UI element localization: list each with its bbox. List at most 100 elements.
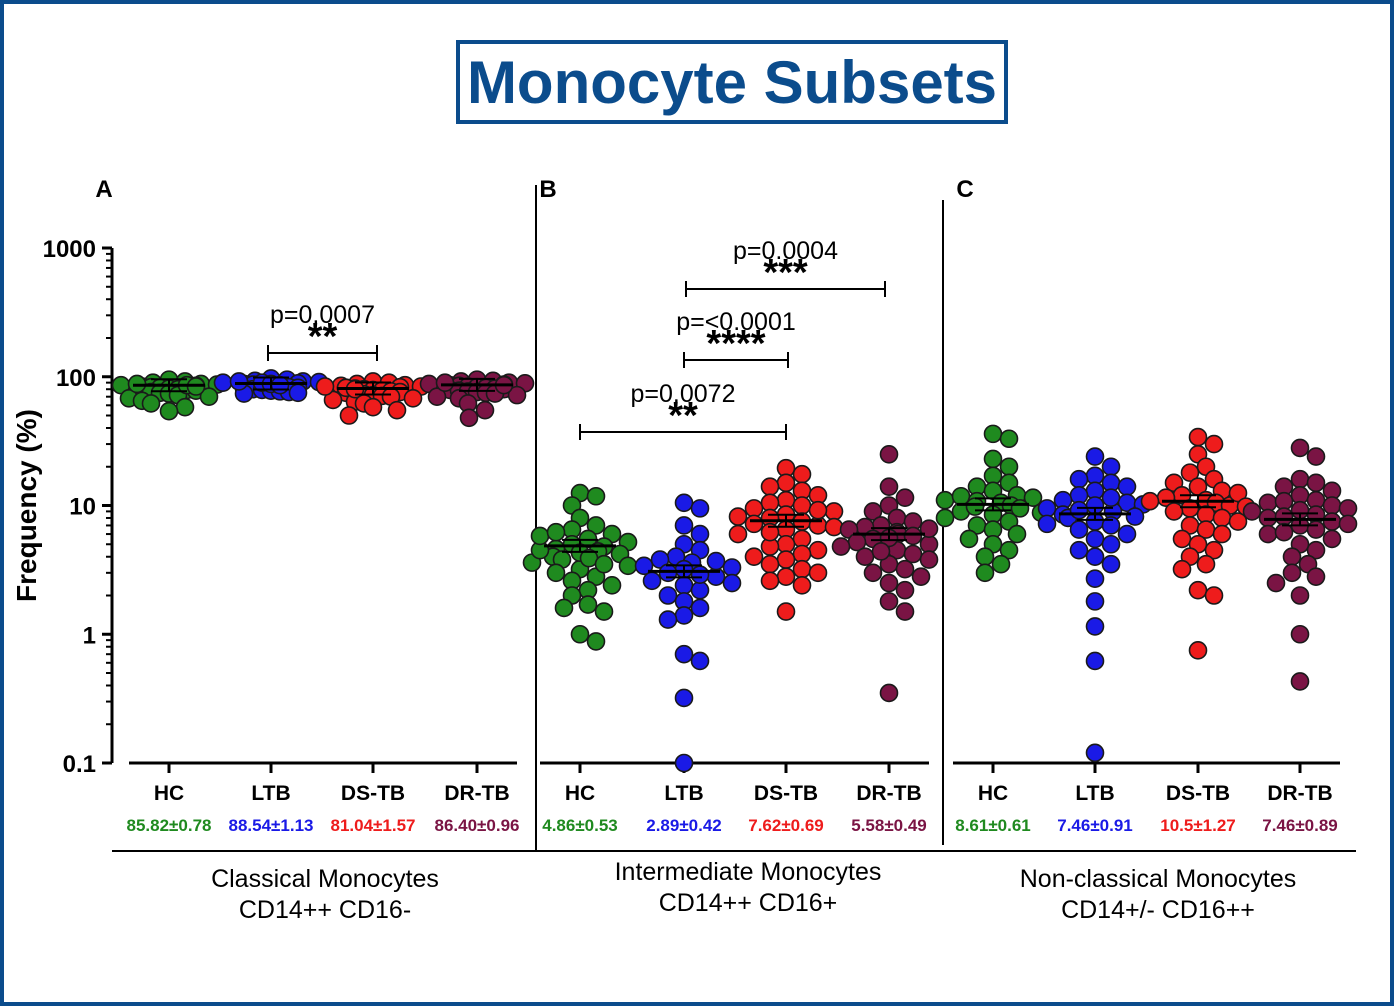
data-point <box>1085 592 1105 611</box>
data-point <box>965 497 985 516</box>
significance-stars: ** <box>668 395 698 437</box>
data-point <box>674 516 694 535</box>
x-tick-label: LTB <box>251 782 290 805</box>
data-point <box>1322 529 1342 549</box>
data-point <box>658 586 678 605</box>
panel-letter: A <box>95 176 112 203</box>
data-point <box>983 424 1003 444</box>
data-point <box>1282 547 1302 567</box>
data-point <box>776 602 796 621</box>
data-point <box>1338 499 1358 518</box>
data-point <box>776 567 796 586</box>
data-point <box>1037 514 1057 534</box>
data-point <box>1085 569 1105 589</box>
data-point <box>1258 524 1278 544</box>
data-point <box>1101 457 1121 477</box>
data-point <box>602 575 622 595</box>
data-point <box>1172 559 1192 579</box>
data-point <box>586 486 606 506</box>
data-point <box>1338 514 1358 534</box>
data-point <box>1069 469 1089 489</box>
data-point <box>475 400 495 420</box>
data-point <box>792 559 812 579</box>
x-tick-label: HC <box>154 782 184 805</box>
data-point <box>427 387 447 406</box>
data-point <box>744 514 764 534</box>
group-summary-label: 7.46±0.91 <box>1057 816 1133 835</box>
panel-subtitle-line1: Classical Monocytes <box>211 865 439 893</box>
data-point <box>1085 447 1105 466</box>
data-point <box>935 490 955 510</box>
data-point <box>1085 651 1105 671</box>
data-point <box>339 406 359 425</box>
data-point <box>1228 512 1248 531</box>
group-summary-label: 4.86±0.53 <box>542 816 618 835</box>
data-point <box>1274 491 1294 511</box>
data-point <box>690 580 710 600</box>
data-point <box>1204 434 1224 454</box>
data-point <box>1228 483 1248 503</box>
data-point <box>919 534 939 554</box>
panel-subtitle-line2: CD14++ CD16+ <box>659 889 838 917</box>
data-point <box>879 444 899 464</box>
data-point <box>1117 477 1137 496</box>
data-point <box>895 559 915 579</box>
data-point <box>895 580 915 600</box>
data-point <box>760 571 780 591</box>
y-tick-label: 100 <box>56 365 96 392</box>
data-point <box>863 563 883 583</box>
data-point <box>792 496 812 515</box>
data-point <box>863 502 883 521</box>
data-point <box>586 516 606 535</box>
data-point <box>288 383 308 403</box>
data-point <box>159 401 179 421</box>
data-point <box>229 372 249 391</box>
data-point <box>935 508 955 528</box>
data-point <box>323 390 343 410</box>
data-point <box>903 544 923 564</box>
data-point <box>706 551 726 571</box>
data-point <box>141 394 161 413</box>
data-point <box>895 602 915 621</box>
x-tick-label: HC <box>565 782 595 805</box>
data-point <box>1242 502 1262 521</box>
data-point <box>1204 586 1224 605</box>
data-point <box>919 550 939 569</box>
group-summary-label: 5.58±0.49 <box>851 816 927 835</box>
data-point <box>722 573 742 593</box>
data-point <box>674 575 694 595</box>
data-point <box>1212 508 1232 528</box>
data-point <box>808 540 828 560</box>
data-point <box>728 507 748 526</box>
data-point <box>363 397 383 417</box>
panel-subtitle-line2: CD14++ CD16- <box>239 896 411 924</box>
data-point <box>1101 516 1121 535</box>
data-point <box>792 464 812 484</box>
data-point <box>991 554 1011 574</box>
data-point <box>959 529 979 549</box>
panel-subtitle-line2: CD14+/- CD16++ <box>1061 896 1255 924</box>
significance-stars: ** <box>308 316 338 358</box>
data-point <box>690 499 710 518</box>
group-summary-label: 88.54±1.13 <box>229 816 314 835</box>
data-point <box>975 563 995 583</box>
data-point <box>270 375 290 395</box>
data-point <box>1274 507 1294 526</box>
data-point <box>1290 438 1310 458</box>
data-point <box>530 526 550 546</box>
data-point <box>1322 496 1342 515</box>
x-tick-label: LTB <box>1075 782 1114 805</box>
p-value-label: p=<0.0001 <box>676 308 796 336</box>
data-point <box>1085 617 1105 636</box>
data-point <box>824 517 844 537</box>
data-point <box>674 688 694 708</box>
data-point <box>1212 524 1232 544</box>
data-point <box>1306 447 1326 466</box>
data-point <box>855 547 875 567</box>
panel-subtitle-line1: Intermediate Monocytes <box>615 858 882 886</box>
data-point <box>911 567 931 586</box>
data-point <box>1069 500 1089 520</box>
y-tick-label: 1000 <box>43 236 96 263</box>
x-tick-label: DR-TB <box>444 782 509 805</box>
